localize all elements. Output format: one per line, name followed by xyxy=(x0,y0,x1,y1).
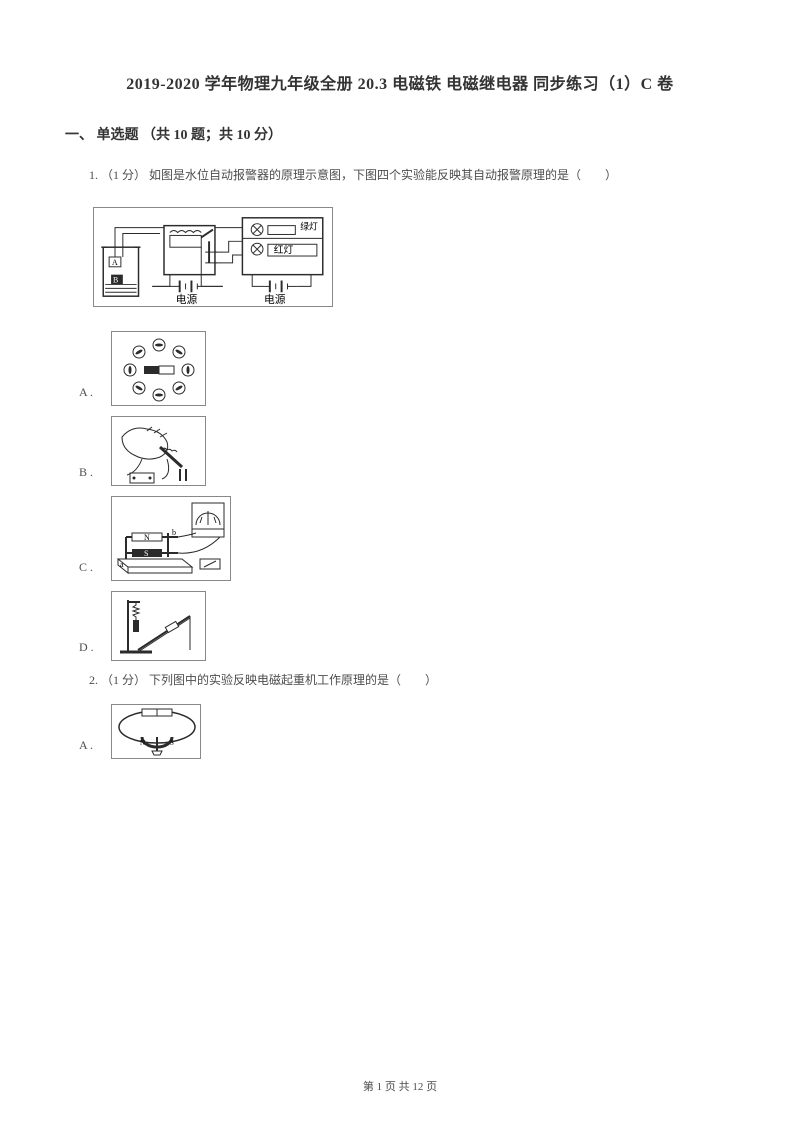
q2-option-a-row: A . N S xyxy=(79,704,735,759)
q2-points: （1 分） xyxy=(101,673,146,687)
q2-number: 2. xyxy=(89,673,98,687)
page-footer: 第 1 页 共 12 页 xyxy=(0,1078,800,1094)
svg-text:红灯: 红灯 xyxy=(274,243,294,256)
section-name: 单选题 xyxy=(97,128,139,143)
svg-text:S: S xyxy=(170,739,174,747)
q1-optC-figure: N S b a xyxy=(111,496,231,581)
svg-text:B: B xyxy=(113,275,118,284)
question-2: 2. （1 分） 下列图中的实验反映电磁起重机工作原理的是（ ） xyxy=(65,671,735,688)
q1-option-d-row: D . xyxy=(79,591,735,661)
q1-option-a-row: A . xyxy=(79,331,735,406)
q1-optB-label: B . xyxy=(79,465,101,480)
page-title: 2019-2020 学年物理九年级全册 20.3 电磁铁 电磁继电器 同步练习（… xyxy=(65,70,735,94)
q1-points: （1 分） xyxy=(101,168,146,182)
footer-prefix: 第 xyxy=(363,1081,377,1093)
footer-mid: 页 共 xyxy=(382,1081,412,1093)
section-header: 一、 单选题 （共 10 题；共 10 分） xyxy=(65,124,735,144)
footer-suffix: 页 xyxy=(423,1081,437,1093)
svg-text:A: A xyxy=(112,258,118,267)
q2-optA-label: A . xyxy=(79,738,101,753)
svg-text:b: b xyxy=(172,528,176,537)
svg-text:N: N xyxy=(144,533,150,542)
svg-text:N: N xyxy=(140,739,145,747)
q1-option-c-row: C . N S b a xyxy=(79,496,735,581)
section-meta: （共 10 题；共 10 分） xyxy=(142,128,282,143)
svg-text:S: S xyxy=(144,549,148,558)
q2-text: 下列图中的实验反映电磁起重机工作原理的是（ ） xyxy=(149,673,437,687)
q1-main-figure: A B 绿灯 红灯 xyxy=(93,207,333,307)
svg-text:a: a xyxy=(120,560,124,569)
svg-text:电源: 电源 xyxy=(176,293,198,306)
q1-optC-label: C . xyxy=(79,560,101,575)
q1-option-b-row: B . xyxy=(79,416,735,486)
q1-optD-label: D . xyxy=(79,640,101,655)
q1-optA-figure xyxy=(111,331,206,406)
section-number: 一、 xyxy=(65,128,93,143)
q1-optD-figure xyxy=(111,591,206,661)
q2-optA-figure: N S xyxy=(111,704,201,759)
svg-text:电源: 电源 xyxy=(264,293,286,306)
q1-text: 如图是水位自动报警器的原理示意图，下图四个实验能反映其自动报警原理的是（ ） xyxy=(149,168,617,182)
q1-optA-label: A . xyxy=(79,385,101,400)
footer-total: 12 xyxy=(412,1081,423,1093)
svg-text:绿灯: 绿灯 xyxy=(300,221,318,232)
q1-optB-figure xyxy=(111,416,206,486)
question-1: 1. （1 分） 如图是水位自动报警器的原理示意图，下图四个实验能反映其自动报警… xyxy=(65,166,735,183)
q1-number: 1. xyxy=(89,168,98,182)
